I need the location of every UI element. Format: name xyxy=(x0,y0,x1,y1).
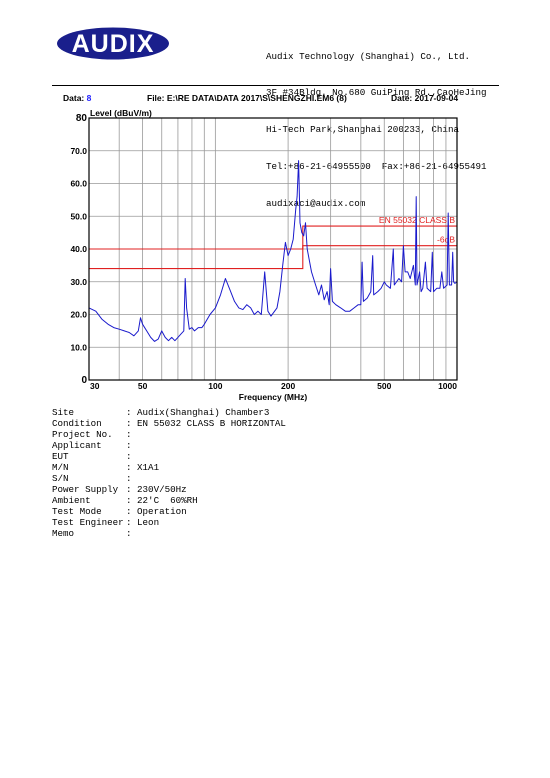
info-row: Power Supply: 230V/50Hz xyxy=(52,484,286,495)
info-key: Project No. xyxy=(52,429,113,440)
data-label: Data: xyxy=(63,93,85,103)
info-row: S/N: xyxy=(52,473,286,484)
limit-line xyxy=(89,245,457,270)
info-value: 22'C 60%RH xyxy=(137,495,198,506)
y-tick-label: 0 xyxy=(81,375,87,386)
y-tick-label: 70.0 xyxy=(70,146,87,156)
header-divider xyxy=(52,85,499,86)
file-label: File: xyxy=(147,93,165,103)
info-colon: : xyxy=(126,506,138,517)
limit-line xyxy=(89,225,457,250)
x-tick-label: 30 xyxy=(90,381,100,391)
emission-chart: EN 55032 CLASS B -6dB 0 10.0 20.0 30.0 40.0 50.… xyxy=(70,108,458,402)
info-colon: : xyxy=(126,451,138,462)
series-line xyxy=(88,160,458,342)
x-tick-label: 50 xyxy=(138,381,148,391)
test-info-table: Site: Audix(Shanghai) Chamber3 Condition:… xyxy=(52,407,286,539)
company-line: Tel:+86-21-64955500 Fax:+86-21-64955491 xyxy=(266,161,487,173)
info-key: S/N xyxy=(52,473,69,484)
info-row: Test Engineer: Leon xyxy=(52,517,286,528)
logo-text: AUDIX xyxy=(72,30,155,58)
limit-line-label: -6dB xyxy=(437,235,455,245)
info-colon: : xyxy=(126,484,138,495)
company-line: Hi-Tech Park,Shanghai 200233, China xyxy=(266,124,459,136)
info-value: X1A1 xyxy=(137,462,160,473)
info-key: Test Engineer xyxy=(52,517,124,528)
info-row: Site: Audix(Shanghai) Chamber3 xyxy=(52,407,286,418)
info-row: Memo: xyxy=(52,528,286,539)
report-date: Date: 2017-09-04 xyxy=(391,93,458,103)
y-axis-label: Level (dBuV/m) xyxy=(90,108,152,118)
plot-frame xyxy=(88,117,458,381)
info-row: Applicant: xyxy=(52,440,286,451)
info-key: Applicant xyxy=(52,440,102,451)
info-key: Memo xyxy=(52,528,75,539)
file-path: File: E:\RE DATA\DATA 2017\S\SHENGZHI.EM… xyxy=(147,93,347,103)
company-address: Audix Technology (Shanghai) Co., Ltd. 3F… xyxy=(266,26,487,223)
file-value: E:\RE DATA\DATA 2017\S\SHENGZHI.EM6 (8) xyxy=(166,93,347,103)
info-colon: : xyxy=(126,407,138,418)
y-tick-label: 20.0 xyxy=(70,310,87,320)
info-colon: : xyxy=(126,528,138,539)
data-number: Data: 8 xyxy=(63,93,91,103)
info-key: Test Mode xyxy=(52,506,102,517)
info-value: 230V/50Hz xyxy=(137,484,187,495)
x-tick-label: 100 xyxy=(208,381,222,391)
info-key: EUT xyxy=(52,451,69,462)
info-value: Operation xyxy=(137,506,187,517)
info-colon: : xyxy=(126,495,138,506)
company-line: audixaci@audix.com xyxy=(266,198,366,210)
info-row: M/N: X1A1 xyxy=(52,462,286,473)
info-key: Site xyxy=(52,407,75,418)
info-row: Project No.: xyxy=(52,429,286,440)
x-tick-label: 200 xyxy=(281,381,295,391)
info-value: EN 55032 CLASS B HORIZONTAL xyxy=(137,418,286,429)
x-tick-label: 1000 xyxy=(438,381,457,391)
y-tick-label: 80 xyxy=(76,113,88,124)
info-colon: : xyxy=(126,473,138,484)
x-tick-label: 500 xyxy=(377,381,391,391)
y-tick-label: 10.0 xyxy=(70,342,87,352)
info-key: Condition xyxy=(52,418,102,429)
y-tick-label: 50.0 xyxy=(70,211,87,221)
info-value: Audix(Shanghai) Chamber3 xyxy=(137,407,270,418)
audix-logo: AUDIX xyxy=(57,27,169,60)
limit-line-label: EN 55032 CLASS B xyxy=(379,215,455,225)
date-value: 2017-09-04 xyxy=(414,93,459,103)
info-colon: : xyxy=(126,517,138,528)
info-colon: : xyxy=(126,429,138,440)
info-colon: : xyxy=(126,418,138,429)
company-line: Audix Technology (Shanghai) Co., Ltd. xyxy=(266,50,470,62)
x-axis-label: Frequency (MHz) xyxy=(239,392,308,402)
info-key: M/N xyxy=(52,462,69,473)
info-colon: : xyxy=(126,462,138,473)
y-tick-label: 30.0 xyxy=(70,277,87,287)
info-key: Power Supply xyxy=(52,484,119,495)
company-line: 3F #34Bldg. No.680 GuiPing Rd.,CaoHeJing xyxy=(266,87,487,99)
info-value: Leon xyxy=(137,517,160,528)
info-row: Test Mode: Operation xyxy=(52,506,286,517)
date-label: Date: xyxy=(391,93,413,103)
info-row: Ambient: 22'C 60%RH xyxy=(52,495,286,506)
y-tick-label: 60.0 xyxy=(70,179,87,189)
info-row: Condition: EN 55032 CLASS B HORIZONTAL xyxy=(52,418,286,429)
info-colon: : xyxy=(126,440,138,451)
info-row: EUT: xyxy=(52,451,286,462)
info-key: Ambient xyxy=(52,495,91,506)
data-value: 8 xyxy=(86,93,92,103)
y-tick-label: 40.0 xyxy=(70,244,87,254)
